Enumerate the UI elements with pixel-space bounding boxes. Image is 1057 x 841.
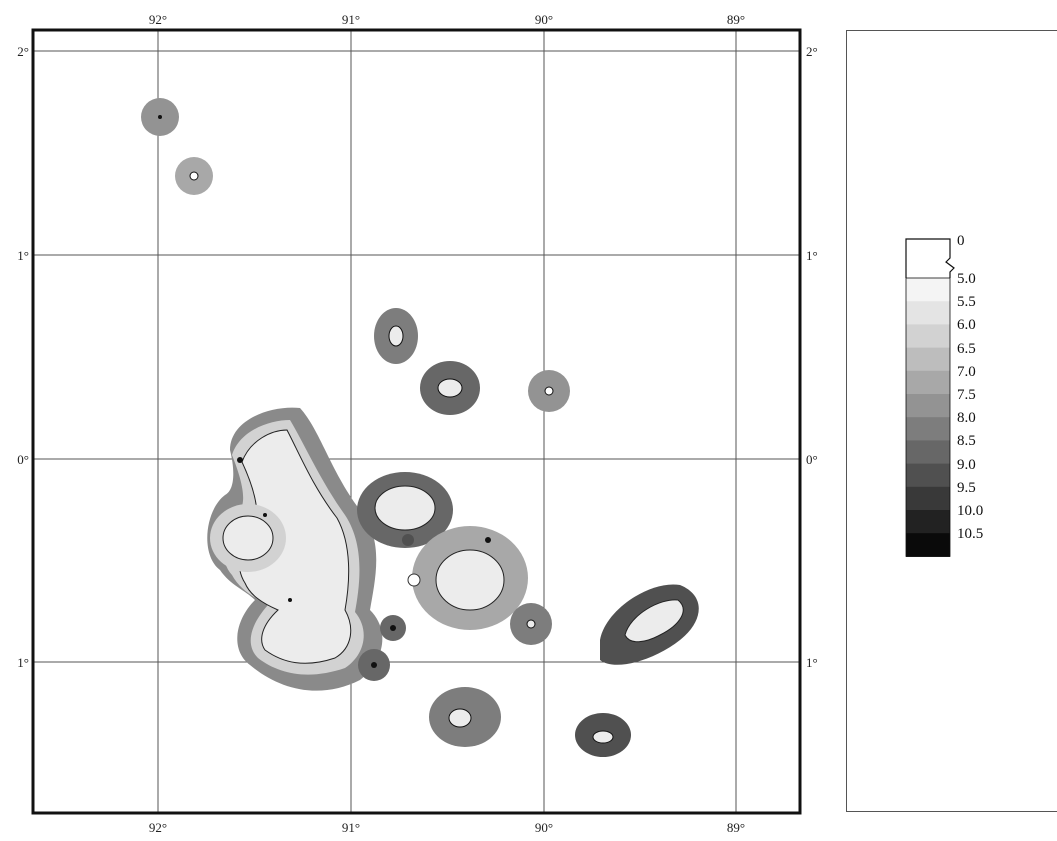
map-frame <box>31 28 802 815</box>
right-label: 1° <box>806 655 818 670</box>
legend-label: 6.5 <box>957 340 976 357</box>
legend-swatch <box>906 278 950 302</box>
top-label: 91° <box>342 12 360 27</box>
islands <box>141 98 699 757</box>
top-label: 90° <box>535 12 553 27</box>
legend-swatch <box>906 510 950 534</box>
legend-swatch <box>906 440 950 465</box>
legend-label: 10.5 <box>957 526 984 543</box>
right-label: 0° <box>806 452 818 467</box>
legend-swatch <box>906 324 950 349</box>
island-santa-cruz <box>407 526 528 630</box>
bottom-label: 90° <box>535 820 553 835</box>
right-label: 1° <box>806 248 818 263</box>
map-grid <box>33 30 800 813</box>
island-santiago <box>357 472 453 548</box>
island-small-south <box>358 649 390 681</box>
top-axis-labels: 92° 91° 90° 89° <box>149 12 745 27</box>
left-label: 1° <box>17 655 29 670</box>
legend-label: 10.0 <box>957 503 984 519</box>
island-small-center <box>380 615 406 641</box>
legend-label: 8.0 <box>957 410 976 427</box>
bottom-axis-labels: 92° 91° 90° 89° <box>149 820 745 835</box>
island-fernandina <box>210 504 286 572</box>
depth-color-scale <box>905 238 955 557</box>
legend-swatch <box>906 370 950 395</box>
bottom-label: 91° <box>342 820 360 835</box>
legend-swatch <box>906 417 950 441</box>
island-espanola <box>575 713 631 757</box>
legend-swatch <box>906 301 950 325</box>
island-santa-fe <box>510 603 552 645</box>
left-label: 2° <box>17 44 29 59</box>
legend-panel <box>846 30 1057 812</box>
legend-zero-box <box>905 238 955 278</box>
legend-swatch <box>906 463 950 488</box>
island-san-cristobal <box>600 584 699 665</box>
legend-swatch <box>906 486 950 511</box>
legend-label: 9.5 <box>957 479 976 496</box>
legend-swatches <box>905 277 951 557</box>
bottom-label: 92° <box>149 820 167 835</box>
right-label: 2° <box>806 44 818 59</box>
bathymetry-map: 92° 91° 90° 89° 92° 91° 90° 89° 2° 1° 0°… <box>17 12 818 835</box>
legend-label: 8.5 <box>957 433 976 450</box>
left-label: 1° <box>17 248 29 263</box>
top-label: 89° <box>727 12 745 27</box>
island-genovesa <box>528 370 570 412</box>
left-label: 0° <box>17 452 29 467</box>
legend-swatch <box>906 394 950 418</box>
left-axis-labels: 2° 1° 0° 1° <box>17 44 29 670</box>
island-isabela <box>207 407 383 691</box>
legend-label: 7.0 <box>957 363 976 380</box>
top-label: 92° <box>149 12 167 27</box>
right-axis-labels: 2° 1° 0° 1° <box>806 44 818 670</box>
legend-label: 7.5 <box>957 387 976 403</box>
island-pinta <box>374 308 418 364</box>
island-wolf <box>175 157 213 195</box>
legend-swatch <box>906 347 950 372</box>
bottom-label: 89° <box>727 820 745 835</box>
island-darwin <box>141 98 179 136</box>
legend-label: 5.0 <box>957 271 976 287</box>
legend-label: 9.0 <box>957 456 976 473</box>
legend-swatch <box>906 533 950 557</box>
legend-label: 6.0 <box>957 317 976 334</box>
legend-swatch-border <box>905 277 951 557</box>
legend-label-zero: 0 <box>957 233 965 249</box>
legend-label: 5.5 <box>957 294 976 311</box>
island-floreana <box>429 687 501 747</box>
island-marchena <box>420 361 480 415</box>
